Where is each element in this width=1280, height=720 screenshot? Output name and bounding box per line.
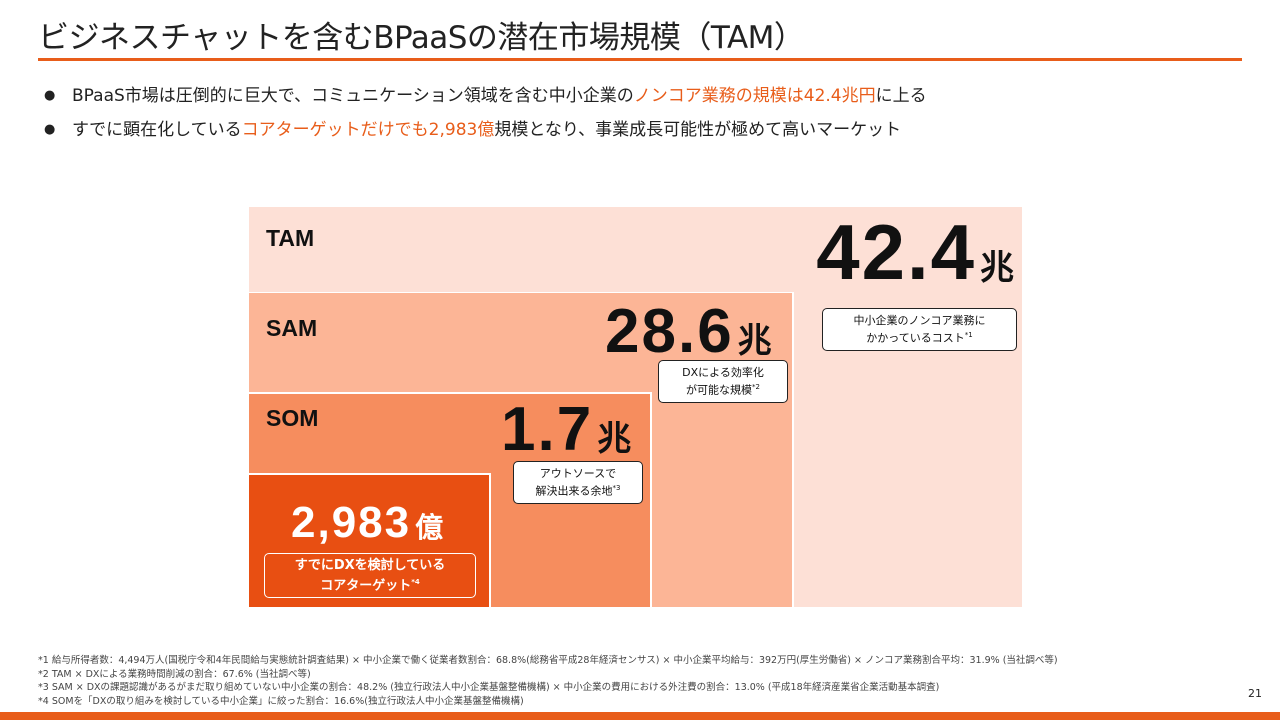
footnotes: *1 給与所得者数：4,494万人(国税庁令和4年民間給与実態統計調査結果) ×… <box>38 654 1058 708</box>
highlight-text: コアターゲットだけでも2,983億 <box>241 120 495 140</box>
core-target-box <box>249 473 491 607</box>
bullet-dot-icon: ● <box>44 88 56 103</box>
page-number: 21 <box>1248 687 1262 700</box>
page-title: ビジネスチャットを含むBPaaSの潜在市場規模（TAM） <box>38 20 805 56</box>
title-divider <box>38 58 1242 61</box>
tam-label: TAM <box>266 225 315 251</box>
bullet-text: すでに顕在化しているコアターゲットだけでも2,983億規模となり、事業成長可能性… <box>72 120 902 140</box>
market-size-diagram: TAM 42.4 兆 中小企業のノンコア業務に かかっているコスト*1 SAM 28… <box>249 207 1022 607</box>
core-target-note: すでにDXを検討している コアターゲット*4 <box>264 553 476 599</box>
sam-label: SAM <box>266 315 318 341</box>
highlight-text: ノンコア業務の規模は42.4兆円 <box>633 86 876 106</box>
sam-value: 28.6 兆 <box>605 297 772 366</box>
som-value: 1.7 兆 <box>501 395 632 464</box>
footnote: *1 給与所得者数：4,494万人(国税庁令和4年民間給与実態統計調査結果) ×… <box>38 655 1058 666</box>
sam-note: DXによる効率化 が可能な規模*2 <box>658 360 788 403</box>
footer-accent-bar <box>0 712 1280 720</box>
tam-note: 中小企業のノンコア業務に かかっているコスト*1 <box>822 308 1017 351</box>
tam-value: 42.4 兆 <box>816 208 1014 296</box>
footnote: *3 SAM × DXの課題認識があるがまだ取り組めていない中小企業の割合：48… <box>38 682 940 693</box>
bullet-dot-icon: ● <box>44 122 56 137</box>
core-target-value: 2,983 億 <box>291 498 444 547</box>
som-label: SOM <box>266 405 319 431</box>
bullet-text: BPaaS市場は圧倒的に巨大で、コミュニケーション領域を含む中小企業のノンコア業… <box>72 86 927 106</box>
footnote: *2 TAM × DXによる業務時間削減の割合：67.6% (当社調べ等) <box>38 668 311 680</box>
footnote: *4 SOMを「DXの取り組みを検討している中小企業」に絞った割合：16.6%(… <box>38 695 524 707</box>
som-note: アウトソースで 解決出来る余地*3 <box>513 461 643 504</box>
